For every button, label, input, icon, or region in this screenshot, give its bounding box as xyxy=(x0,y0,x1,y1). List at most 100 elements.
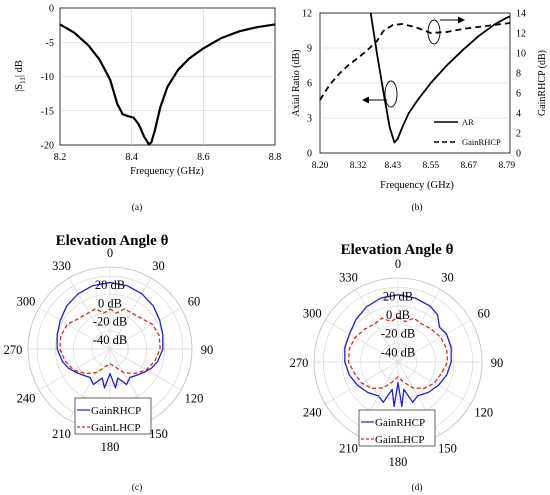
panel-b-ar-arrowhead xyxy=(362,96,369,104)
panel-a: 0 -5 -10 -15 -208.2 8.4 8.6 8.8 Frequency (GHz)… xyxy=(14,4,281,214)
panel-d-legend-lhcp-label: GainLHCP xyxy=(375,434,425,446)
y-tick-label: -20 xyxy=(41,141,54,152)
radial-tick-label: -20 dB xyxy=(381,327,415,341)
panel-c-legend: GainRHCP GainLHCP xyxy=(74,397,152,435)
gainrhcp-series-line xyxy=(319,22,511,101)
panel-c-label: (c) xyxy=(132,482,143,493)
panel-b-gridlines xyxy=(320,47,510,119)
polar-spoke xyxy=(109,277,152,350)
angle-label: 240 xyxy=(17,392,36,406)
panel-b: 0 3 6 9 12 0 2 4 6 8 10 12 14 8.20 8.32 8.43 8.55 8.67 8.7… xyxy=(291,9,548,214)
y-tick-label: 3 xyxy=(307,114,312,125)
panel-a-ylabel: |S11| dB xyxy=(14,60,27,92)
angle-label: 30 xyxy=(441,270,454,284)
panel-c-series xyxy=(56,281,164,389)
panel-d-title: Elevation Angle θ xyxy=(341,242,454,258)
panel-b-legend: AR GainRHCP xyxy=(434,117,501,147)
angle-label: 60 xyxy=(477,307,490,321)
angle-label: 300 xyxy=(17,295,36,309)
legend-ar-label: AR xyxy=(462,117,474,127)
y2-tick-label: 8 xyxy=(516,69,521,80)
panel-b-series xyxy=(319,12,511,144)
angle-label: 210 xyxy=(339,442,358,456)
panel-d: Elevation Angle θ 20 dB 0 dB -20 dB -40 dB 0… xyxy=(290,242,504,493)
panel-b-xlabel: Frequency (GHz) xyxy=(380,180,454,191)
x-tick-label: 8.20 xyxy=(312,161,329,171)
polar-spoke xyxy=(109,307,182,350)
panel-d-labels: 20 dB 0 dB -20 dB -40 dB 0 30 60 90 120 150 180 210… xyxy=(290,257,504,469)
radial-tick-label: 0 dB xyxy=(386,308,410,322)
angle-label: 240 xyxy=(303,406,322,420)
y2-tick-label: 6 xyxy=(516,89,521,100)
x-tick-label: 8.2 xyxy=(54,152,67,163)
panel-b-ar-ellipse xyxy=(384,80,398,108)
angle-label: 30 xyxy=(152,259,165,273)
angle-label: 90 xyxy=(201,343,214,357)
angle-label: 0 xyxy=(395,257,401,271)
panel-d-label: (d) xyxy=(411,482,422,493)
panel-d-legend-box xyxy=(358,409,436,447)
panel-a-gridlines xyxy=(60,8,275,145)
panel-b-tick-labels: 0 3 6 9 12 0 2 4 6 8 10 12 14 8.20 8.32 8.43 8.55 8.67 8.7… xyxy=(302,9,526,172)
panel-c-legend-box xyxy=(74,397,152,435)
panel-b-y2label: GainRHCP (dB) xyxy=(537,50,548,116)
x-tick-label: 8.8 xyxy=(269,152,282,163)
radial-tick-label: 20 dB xyxy=(383,289,413,303)
ar-series-line xyxy=(369,12,511,144)
y2-tick-label: 14 xyxy=(516,9,526,20)
gainrhcp-pattern xyxy=(344,294,452,408)
radial-tick-label: -40 dB xyxy=(93,333,127,347)
angle-label: 270 xyxy=(4,343,23,357)
y-tick-label: 0 xyxy=(49,4,54,15)
polar-spoke xyxy=(38,348,111,391)
y-tick-label: 9 xyxy=(307,44,312,55)
angle-label: 60 xyxy=(188,295,201,309)
y-tick-label: 0 xyxy=(307,149,312,160)
gainrhcp-pattern xyxy=(56,281,164,389)
angle-label: 0 xyxy=(107,246,113,260)
panel-c: Elevation Angle θ 20 dB 0 dB -20 dB -40 dB 0… xyxy=(4,233,214,493)
radial-tick-label: 0 dB xyxy=(98,296,122,310)
angle-label: 210 xyxy=(52,427,71,441)
angle-label: 330 xyxy=(339,270,358,284)
x-tick-label: 8.6 xyxy=(197,152,210,163)
angle-label: 300 xyxy=(303,307,322,321)
angle-label: 150 xyxy=(438,442,457,456)
polar-spoke xyxy=(397,361,471,405)
y-tick-label: 12 xyxy=(302,9,312,20)
panel-b-ylabel: Axial Ratio (dB) xyxy=(291,49,302,116)
y2-tick-label: 10 xyxy=(516,49,526,60)
polar-spoke xyxy=(109,348,182,391)
x-tick-label: 8.32 xyxy=(350,161,367,171)
panel-c-labels: 20 dB 0 dB -20 dB -40 dB 0 30 60 90 120 150 180 210… xyxy=(4,246,214,454)
y2-tick-label: 12 xyxy=(516,29,526,40)
y-tick-label: -10 xyxy=(41,72,54,83)
panel-a-label: (a) xyxy=(132,202,143,213)
polar-spoke xyxy=(325,319,399,363)
angle-label: 90 xyxy=(491,356,504,370)
x-tick-label: 8.43 xyxy=(385,161,402,171)
angle-label: 330 xyxy=(52,259,71,273)
panel-d-legend-rhcp-label: GainRHCP xyxy=(375,417,425,429)
polar-spoke xyxy=(38,307,111,350)
angle-label: 270 xyxy=(290,356,309,370)
polar-spoke xyxy=(397,319,471,363)
panel-d-series xyxy=(344,294,452,408)
polar-spoke xyxy=(68,277,111,350)
angle-label: 180 xyxy=(389,455,408,469)
radial-tick-label: -20 dB xyxy=(93,315,127,329)
panel-a-series xyxy=(59,23,276,146)
panel-c-title: Elevation Angle θ xyxy=(56,233,169,249)
x-tick-label: 8.79 xyxy=(499,161,516,171)
y-tick-label: -15 xyxy=(41,106,54,117)
panel-b-gain-arrowhead xyxy=(458,16,465,24)
panel-a-tick-labels: 0 -5 -10 -15 -208.2 8.4 8.6 8.8 xyxy=(41,4,282,164)
gainlhcp-pattern xyxy=(59,308,161,375)
angle-label: 120 xyxy=(474,406,493,420)
y-tick-label: 6 xyxy=(307,79,312,90)
radial-tick-label: 20 dB xyxy=(95,278,125,292)
y2-tick-label: 2 xyxy=(516,129,521,140)
panel-d-legend: GainRHCP GainLHCP xyxy=(358,409,436,447)
y2-tick-label: 4 xyxy=(516,109,521,120)
angle-label: 150 xyxy=(149,427,168,441)
